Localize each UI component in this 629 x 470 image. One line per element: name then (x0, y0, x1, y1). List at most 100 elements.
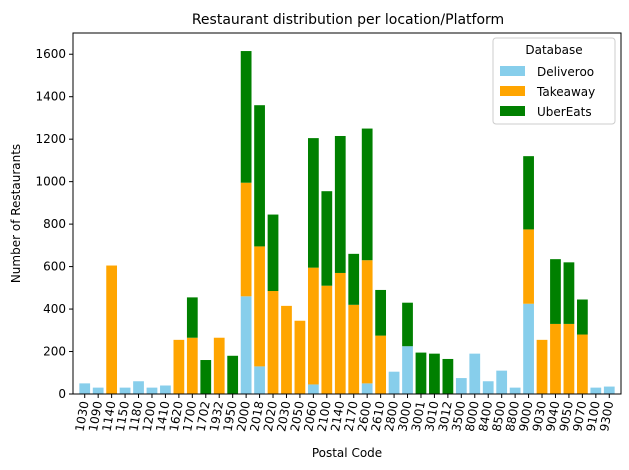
bar-ubereats-9040 (550, 259, 561, 324)
x-tick-label: 3000 (395, 400, 414, 433)
bar-takeaway-2050 (294, 320, 306, 394)
legend-items: Deliveroo Takeaway UberEats (500, 65, 595, 119)
bar-takeaway-2600 (361, 260, 373, 384)
bar-deliveroo-2060 (308, 384, 319, 394)
bar-ubereats-2600 (361, 128, 373, 261)
bar-takeaway-9040 (550, 323, 561, 394)
bar-deliveroo-1090 (92, 387, 104, 394)
y-tick-label: 1600 (35, 47, 66, 61)
legend-label-deliveroo: Deliveroo (537, 65, 594, 79)
bar-ubereats-2018 (254, 105, 265, 247)
y-tick-label: 1400 (35, 90, 66, 104)
x-tick-label: 2610 (368, 400, 387, 433)
bar-takeaway-1932 (213, 337, 225, 394)
x-tick-label: 3001 (409, 400, 428, 433)
x-tick-label: 1700 (180, 400, 199, 433)
x-tick-label: 1410 (153, 400, 172, 433)
bar-deliveroo-9100 (590, 387, 602, 394)
bar-ubereats-9050 (563, 262, 575, 324)
y-tick-label: 600 (43, 260, 66, 274)
bar-ubereats-3010 (429, 353, 440, 394)
y-tick-label: 200 (43, 345, 66, 359)
bar-ubereats-2020 (267, 214, 279, 292)
bar-takeaway-1700 (186, 337, 198, 394)
bar-takeaway-9000 (523, 229, 534, 304)
bar-takeaway-1620 (173, 339, 185, 394)
x-tick-label: 1140 (99, 400, 118, 433)
bar-deliveroo-1030 (79, 383, 91, 394)
x-tick-label: 9070 (570, 400, 589, 433)
x-tick-label: 8400 (476, 400, 495, 433)
bar-ubereats-2610 (375, 289, 387, 336)
bar-takeaway-2170 (348, 304, 360, 394)
x-tick-label: 1620 (167, 400, 186, 433)
legend-label-ubereats: UberEats (537, 105, 592, 119)
x-tick-label: 2600 (355, 400, 374, 433)
bar-ubereats-2060 (308, 138, 319, 268)
bar-ubereats-3001 (415, 352, 427, 394)
x-tick-label: 8000 (463, 400, 482, 433)
bar-deliveroo-8500 (496, 370, 508, 394)
bar-deliveroo-2800 (388, 371, 400, 394)
bar-deliveroo-1200 (146, 387, 158, 394)
bar-takeaway-9050 (563, 323, 575, 394)
legend-label-takeaway: Takeaway (536, 85, 595, 99)
bar-ubereats-2100 (321, 191, 333, 286)
bar-takeaway-9070 (577, 334, 588, 394)
x-tick-label: 1030 (73, 400, 92, 433)
x-tick-label: 2030 (274, 400, 293, 433)
y-tick-label: 1000 (35, 175, 66, 189)
chart-title: Restaurant distribution per location/Pla… (192, 12, 504, 28)
bar-takeaway-2060 (308, 267, 319, 385)
x-tick-label: 2170 (342, 400, 361, 433)
x-tick-label: 2800 (382, 400, 401, 433)
x-tick-label: 8800 (503, 400, 522, 433)
x-axis-label: Postal Code (312, 446, 382, 460)
bar-ubereats-1702 (200, 360, 212, 394)
bar-deliveroo-2018 (254, 366, 265, 394)
x-tick-label: 2060 (301, 400, 320, 433)
bar-deliveroo-3000 (402, 346, 413, 394)
bar-deliveroo-9000 (523, 303, 534, 394)
y-tick-label: 0 (58, 387, 66, 401)
bar-takeaway-2018 (254, 246, 265, 367)
bar-takeaway-1140 (106, 265, 118, 394)
bar-ubereats-9070 (577, 299, 588, 335)
x-tick-label: 2050 (288, 400, 307, 433)
bar-takeaway-2030 (281, 305, 292, 394)
x-tick-label: 9300 (597, 400, 616, 433)
x-tick-label: 1150 (113, 400, 132, 433)
x-tick-label: 2140 (328, 400, 347, 433)
x-tick-label: 9100 (584, 400, 603, 433)
x-tick-label: 1950 (221, 400, 240, 433)
x-tick-label: 1180 (126, 400, 145, 433)
x-tick-label: 2018 (247, 400, 266, 433)
bar-takeaway-2000 (240, 182, 252, 297)
x-tick-label: 1090 (86, 400, 105, 433)
bar-deliveroo-2000 (240, 296, 252, 394)
y-axis-label: Number of Restaurants (9, 144, 23, 283)
bar-deliveroo-8400 (482, 381, 494, 394)
y-tick-label: 1200 (35, 132, 66, 146)
x-tick-label: 9030 (530, 400, 549, 433)
bar-deliveroo-1180 (133, 381, 144, 394)
legend-title: Database (525, 43, 582, 57)
bar-takeaway-2020 (267, 291, 279, 394)
plot-frame (72, 32, 622, 395)
x-tick-label: 1932 (207, 400, 226, 433)
y-tick-label: 800 (43, 217, 66, 231)
bar-ubereats-2140 (334, 135, 346, 273)
bar-ubereats-3000 (402, 302, 413, 347)
bar-deliveroo-2600 (361, 383, 373, 394)
x-tick-label: 2100 (315, 400, 334, 433)
x-tick-label: 9040 (543, 400, 562, 433)
bar-takeaway-9030 (536, 339, 548, 394)
bar-deliveroo-3500 (455, 378, 467, 394)
bar-takeaway-2610 (375, 335, 387, 394)
bar-ubereats-1700 (186, 297, 198, 338)
bar-deliveroo-1410 (160, 385, 171, 394)
x-axis: 1030109011401150118012001410162017001702… (73, 394, 616, 433)
bar-deliveroo-8800 (509, 387, 521, 394)
